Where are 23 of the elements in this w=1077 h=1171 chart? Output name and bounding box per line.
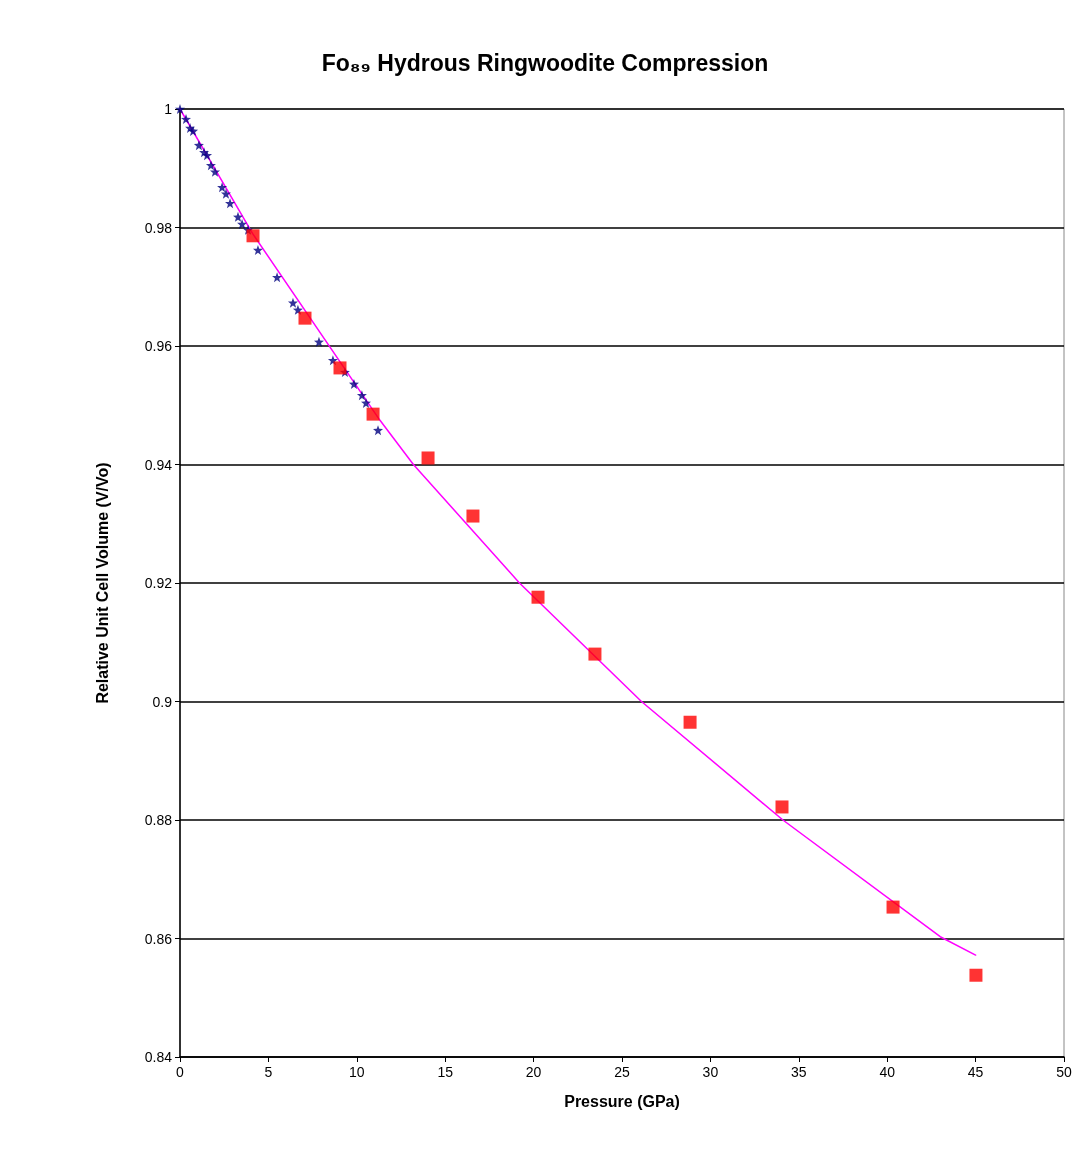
y-tick-label: 0.9 (152, 693, 173, 710)
y-tick-label: 0.88 (144, 812, 173, 828)
x-axis-title: Pressure (GPa) (564, 1092, 680, 1110)
x-tick-label: 30 (702, 1064, 719, 1080)
y-tick-label: 0.84 (144, 1049, 173, 1065)
chart-title: Fo₈₉ Hydrous Ringwoodite Compression (321, 49, 769, 76)
x-tick-label: 10 (349, 1064, 365, 1080)
x-tick-label: 45 (967, 1064, 984, 1080)
y-tick-label: 0.92 (144, 575, 173, 591)
x-tick-label: 50 (1056, 1064, 1072, 1080)
x-tick-label: 5 (264, 1064, 273, 1080)
y-tick-label: 0.94 (144, 456, 173, 473)
y-tick-label: 0.96 (144, 338, 173, 354)
x-tick-label: 25 (614, 1064, 630, 1080)
y-axis-title: Relative Unit Cell Volume (V/Vo) (93, 462, 111, 704)
y-tick-label: 0.86 (144, 930, 173, 947)
x-tick-label: 40 (879, 1064, 896, 1080)
y-tick-label: 1 (164, 101, 173, 117)
x-tick-label: 20 (525, 1064, 542, 1080)
y-tick-label: 0.98 (144, 219, 173, 236)
x-tick-label: 15 (437, 1064, 454, 1080)
x-tick-label: 0 (176, 1064, 185, 1080)
x-tick-label: 35 (791, 1064, 807, 1080)
